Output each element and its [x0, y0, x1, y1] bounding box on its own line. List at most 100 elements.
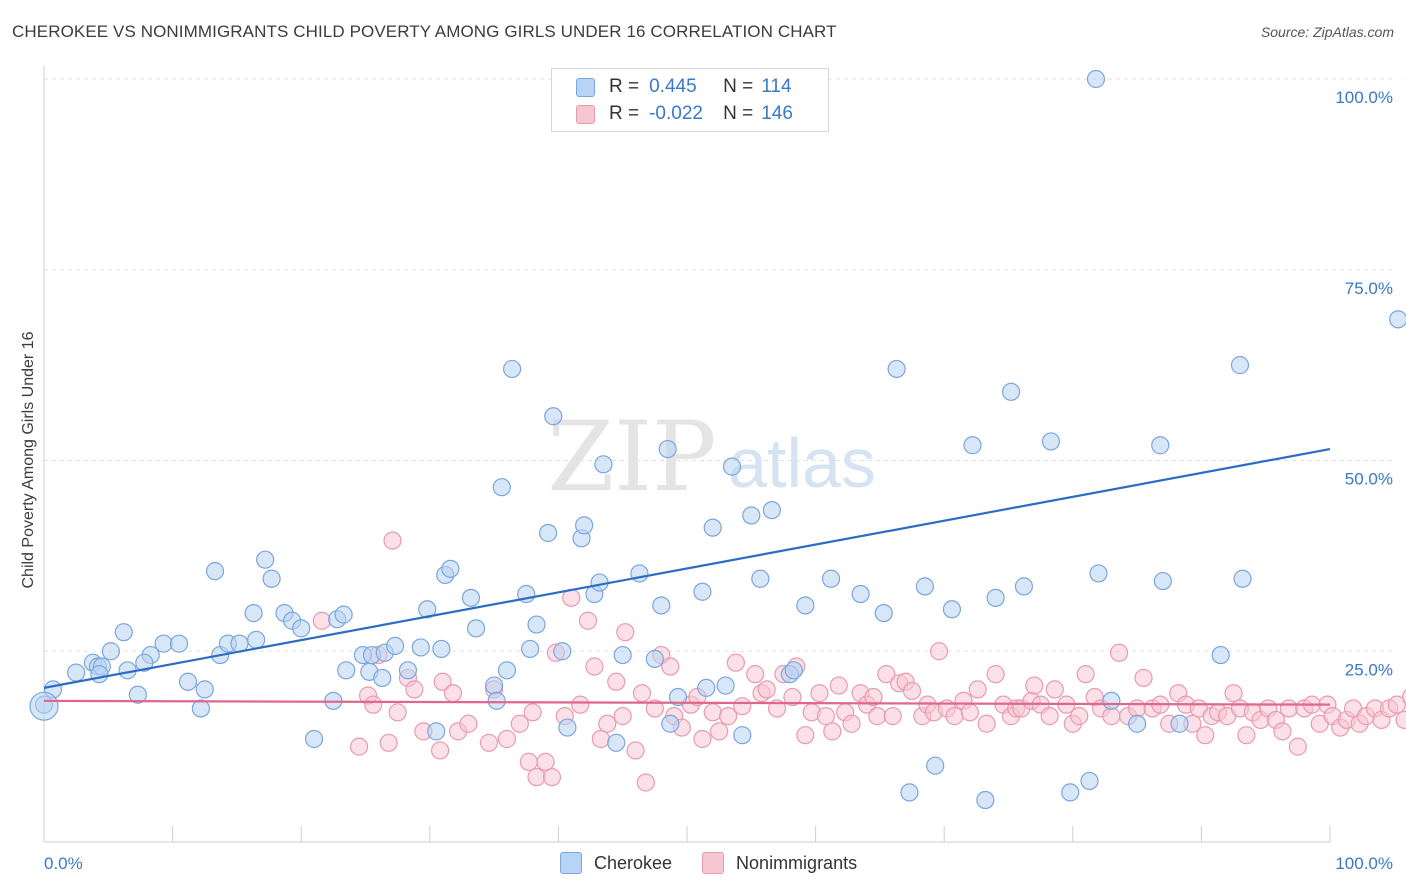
nonimmigrants-point: [1279, 699, 1298, 718]
cherokee-point: [544, 407, 563, 426]
y-tick-labels: 100.0% 75.0% 50.0% 25.0%: [1335, 88, 1393, 679]
cherokee-point: [613, 645, 632, 665]
cherokee-point: [703, 518, 722, 537]
nonimmigrants-point: [719, 707, 738, 726]
x-tick-labels: 0.0% 100.0%: [44, 854, 1393, 873]
cherokee-point: [527, 615, 546, 634]
nonimmigrants-point: [1045, 680, 1064, 699]
nonimmigrants-point: [1288, 737, 1307, 756]
nonimmigrants-point: [585, 657, 604, 676]
cherokee-point: [1127, 714, 1147, 733]
nonimmigrants-point: [902, 681, 922, 701]
x-tick-label: 100.0%: [1335, 854, 1393, 873]
nonimmigrants-point: [430, 741, 450, 760]
cherokee-point: [1211, 645, 1230, 665]
cherokee-point: [821, 569, 841, 588]
cherokee-point: [900, 783, 919, 802]
nonimmigrants-point: [591, 729, 610, 749]
legend-r-label: R =: [609, 76, 640, 97]
nonimmigrants-point: [598, 714, 617, 733]
cherokee-point: [114, 623, 133, 642]
nonimmigrants-point: [1196, 726, 1215, 745]
cherokee-point: [169, 634, 189, 653]
nonimmigrants-point: [523, 703, 542, 722]
y-axis-label-wrap: Child Poverty Among Girls Under 16: [14, 300, 44, 620]
nonimmigrants-point: [578, 611, 598, 630]
y-tick-label: 50.0%: [1345, 470, 1393, 489]
cherokee-point: [492, 478, 511, 497]
nonimmigrants-point: [1387, 695, 1406, 714]
bottom-legend: Cherokee Nonimmigrants: [560, 852, 887, 874]
cherokee-point: [178, 672, 198, 691]
cherokee-point: [441, 559, 460, 578]
nonimmigrants-point: [1102, 707, 1121, 726]
cherokee-point: [594, 455, 613, 474]
cherokee-point: [90, 665, 109, 684]
cherokee-point: [385, 636, 405, 656]
cherokee-point: [373, 668, 392, 688]
nonimmigrants-point: [693, 729, 712, 749]
cherokee-point: [1151, 436, 1170, 455]
cherokee-point: [553, 642, 572, 661]
cherokee-point: [411, 638, 430, 657]
cherokee-point: [1389, 310, 1406, 329]
cherokee-point: [607, 733, 626, 752]
nonimmigrants-point: [1395, 710, 1406, 730]
cherokee-point: [304, 729, 324, 749]
cherokee-point: [716, 676, 735, 695]
nonimmigrants-point: [527, 768, 546, 787]
cherokee-points: [29, 69, 1406, 810]
legend: R = 0.445 N = 114 R = -0.022 N = 146: [551, 68, 829, 132]
cherokee-point: [244, 603, 263, 623]
nonimmigrants-point: [783, 687, 802, 707]
nonimmigrants-point: [349, 737, 369, 756]
nonimmigrants-point: [1134, 668, 1153, 688]
bottom-legend-cherokee: Cherokee: [560, 852, 672, 874]
nonimmigrants-point: [312, 611, 331, 630]
x-tick-label: 0.0%: [44, 854, 83, 873]
cherokee-point: [1014, 577, 1034, 596]
cherokee-point: [398, 661, 418, 680]
cherokee-point: [697, 678, 716, 697]
cherokee-point: [191, 699, 210, 718]
cherokee-point: [796, 596, 815, 615]
nonimmigrants-point: [616, 623, 635, 642]
nonimmigrants-point: [868, 707, 887, 726]
watermark: ZIP atlas: [547, 401, 876, 513]
nonimmigrants-point: [379, 733, 398, 752]
cherokee-point: [1061, 783, 1080, 802]
cherokee-point: [742, 506, 761, 525]
nonimmigrants-point: [536, 752, 555, 771]
bottom-legend-swatch-cherokee: [560, 852, 582, 874]
cherokee-point: [887, 359, 906, 379]
legend-r-value: -0.022: [649, 103, 703, 124]
y-tick-label: 25.0%: [1345, 660, 1393, 679]
cherokee-point: [722, 457, 742, 476]
cherokee-point: [1080, 771, 1099, 791]
cherokee-point: [128, 685, 147, 704]
legend-r-value: 0.445: [649, 76, 697, 97]
cherokee-point: [466, 619, 486, 638]
cherokee-point: [427, 722, 446, 741]
cherokee-point: [851, 584, 870, 604]
legend-n-value: 146: [761, 103, 793, 124]
nonimmigrants-point: [703, 703, 722, 722]
nonimmigrants-point: [1025, 676, 1044, 695]
bottom-legend-nonimmigrants: Nonimmigrants: [702, 852, 857, 874]
nonimmigrants-point: [632, 684, 652, 703]
nonimmigrants-point: [661, 657, 680, 676]
nonimmigrants-point: [613, 707, 632, 726]
cherokee-point: [503, 359, 522, 379]
nonimmigrants-point: [607, 672, 626, 691]
legend-swatch-cherokee: [576, 77, 595, 97]
cherokee-point: [1153, 571, 1172, 591]
cherokee-point: [645, 649, 664, 668]
cherokee-point: [1001, 382, 1021, 401]
nonimmigrants-point: [497, 729, 517, 749]
cherokee-point: [963, 436, 982, 455]
bottom-legend-label-nonimmigrants: Nonimmigrants: [736, 852, 858, 873]
nonimmigrants-point: [796, 726, 815, 745]
cherokee-point: [539, 523, 558, 543]
nonimmigrants-point: [405, 680, 424, 699]
nonimmigrants-point: [726, 653, 745, 672]
